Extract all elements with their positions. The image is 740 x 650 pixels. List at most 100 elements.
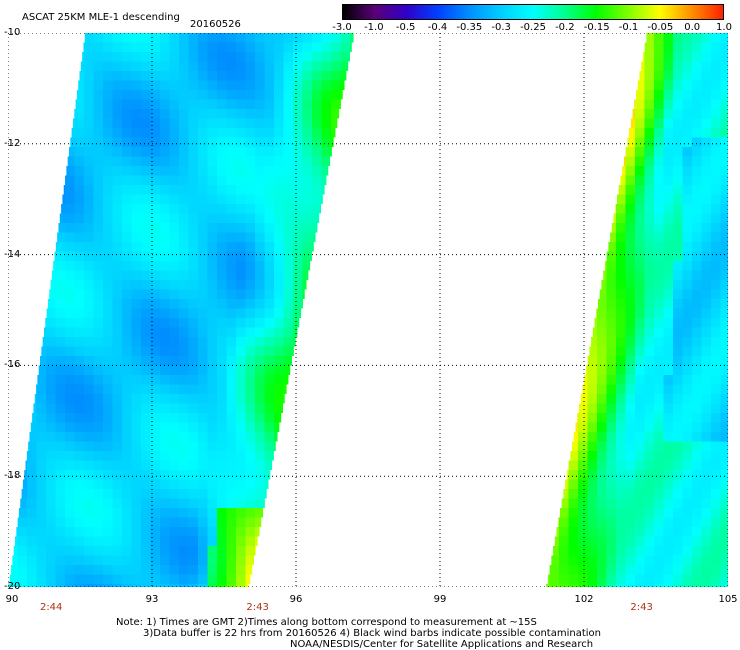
data-cell bbox=[264, 422, 274, 432]
data-cell bbox=[635, 441, 645, 451]
data-cell bbox=[255, 52, 265, 62]
data-cell bbox=[663, 394, 673, 404]
data-cell bbox=[606, 460, 616, 470]
data-cell bbox=[682, 546, 692, 556]
data-cell bbox=[84, 394, 94, 404]
data-cell bbox=[84, 584, 94, 587]
data-cell bbox=[644, 147, 654, 157]
data-cell bbox=[141, 460, 151, 470]
data-cell bbox=[711, 242, 721, 252]
data-cell bbox=[597, 565, 607, 575]
data-cell bbox=[141, 318, 151, 328]
data-cell bbox=[75, 99, 84, 109]
data-cell bbox=[93, 555, 103, 565]
data-cell bbox=[616, 508, 626, 518]
data-cell bbox=[644, 308, 654, 318]
data-cell bbox=[36, 460, 46, 470]
data-cell bbox=[654, 394, 664, 404]
data-cell bbox=[169, 394, 179, 404]
data-cell bbox=[18, 508, 27, 518]
data-cell bbox=[673, 213, 683, 223]
data-cell bbox=[122, 384, 132, 394]
data-cell bbox=[84, 536, 94, 546]
data-cell bbox=[673, 403, 683, 413]
data-cell bbox=[46, 584, 56, 587]
data-cell bbox=[131, 308, 141, 318]
data-cell bbox=[160, 42, 170, 52]
data-cell bbox=[682, 137, 692, 147]
data-cell bbox=[188, 470, 198, 480]
data-cell bbox=[188, 213, 198, 223]
data-cell bbox=[711, 346, 721, 356]
data-cell bbox=[283, 337, 293, 347]
data-cell bbox=[654, 213, 664, 223]
data-cell bbox=[663, 384, 673, 394]
data-cell bbox=[663, 118, 673, 128]
data-cell bbox=[236, 128, 246, 138]
data-cell bbox=[46, 470, 56, 480]
data-cell bbox=[226, 451, 236, 461]
data-cell bbox=[711, 270, 721, 280]
data-cell bbox=[150, 223, 160, 233]
data-cell bbox=[169, 156, 179, 166]
data-cell bbox=[673, 536, 683, 546]
data-cell bbox=[65, 242, 75, 252]
data-cell bbox=[625, 413, 635, 423]
data-cell bbox=[682, 308, 692, 318]
data-cell bbox=[692, 327, 702, 337]
data-cell bbox=[150, 508, 160, 518]
data-cell bbox=[616, 470, 626, 480]
data-cell bbox=[283, 175, 293, 185]
data-cell bbox=[711, 517, 721, 527]
data-cell bbox=[701, 517, 711, 527]
data-cell bbox=[122, 498, 132, 508]
data-cell bbox=[625, 470, 635, 480]
data-cell bbox=[188, 584, 198, 587]
data-cell bbox=[293, 128, 303, 138]
data-cell bbox=[198, 242, 208, 252]
data-cell bbox=[93, 327, 103, 337]
data-cell bbox=[283, 299, 293, 309]
data-cell bbox=[198, 536, 208, 546]
data-cell bbox=[245, 42, 255, 52]
data-cell bbox=[255, 375, 265, 385]
data-cell bbox=[207, 109, 217, 119]
data-cell bbox=[74, 289, 84, 299]
data-cell bbox=[36, 517, 46, 527]
data-cell bbox=[701, 498, 711, 508]
data-cell bbox=[103, 251, 113, 261]
data-cell bbox=[245, 251, 255, 261]
data-cell bbox=[150, 109, 160, 119]
data-cell bbox=[701, 223, 711, 233]
data-cell bbox=[663, 261, 673, 271]
data-cell bbox=[701, 204, 711, 214]
data-cell bbox=[198, 375, 208, 385]
data-cell bbox=[141, 166, 151, 176]
data-cell bbox=[112, 128, 122, 138]
colorbar-label: -3.0 bbox=[332, 22, 352, 33]
data-cell bbox=[207, 147, 217, 157]
data-cell bbox=[72, 118, 75, 128]
data-cell bbox=[93, 99, 103, 109]
data-cell bbox=[150, 536, 160, 546]
data-cell bbox=[37, 375, 46, 385]
data-cell bbox=[616, 451, 626, 461]
data-cell bbox=[160, 555, 170, 565]
data-cell bbox=[577, 413, 578, 423]
data-cell bbox=[84, 185, 94, 195]
data-cell bbox=[692, 128, 702, 138]
data-cell bbox=[264, 80, 274, 90]
data-cell bbox=[597, 517, 607, 527]
data-cell bbox=[644, 80, 654, 90]
data-cell bbox=[720, 403, 728, 413]
data-cell bbox=[141, 422, 151, 432]
data-cell bbox=[131, 33, 141, 43]
data-cell bbox=[654, 223, 664, 233]
data-cell bbox=[188, 413, 198, 423]
data-cell bbox=[160, 261, 170, 271]
data-cell bbox=[93, 565, 103, 575]
data-cell bbox=[150, 156, 160, 166]
data-cell bbox=[616, 517, 626, 527]
data-cell bbox=[692, 33, 702, 43]
data-cell bbox=[122, 565, 132, 575]
